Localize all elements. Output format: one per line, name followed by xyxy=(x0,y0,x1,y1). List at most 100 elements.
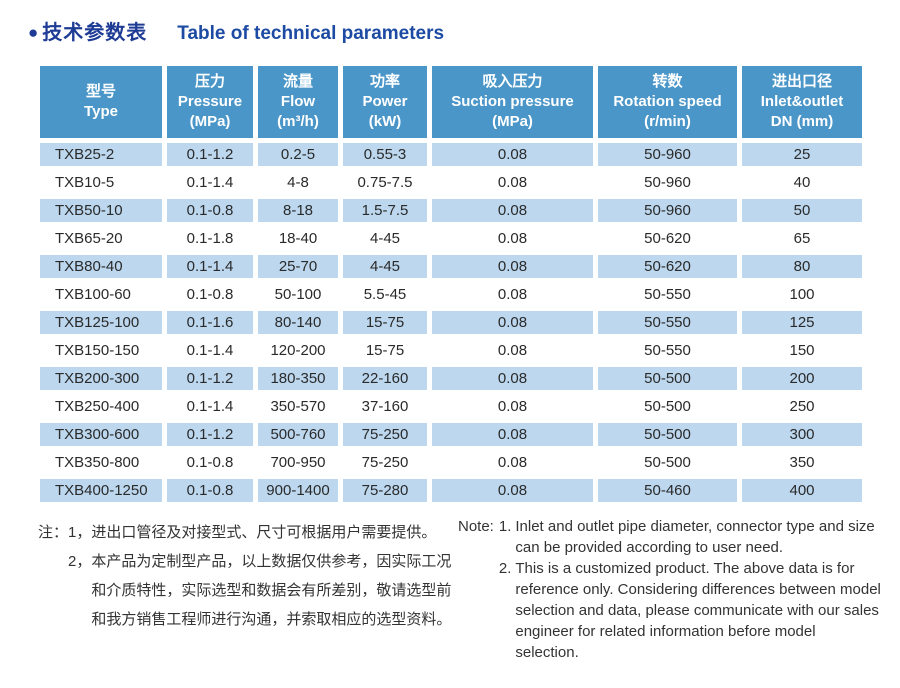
value-cell: 100 xyxy=(789,286,815,303)
model-cell: TXB65-20 xyxy=(55,230,123,247)
value-cell: 50-550 xyxy=(644,286,691,303)
note-en: Note: 1. Inlet and outlet pipe diameter,… xyxy=(458,516,883,663)
value-cell: 0.75-7.5 xyxy=(357,174,413,191)
value-cell: 0.1-0.8 xyxy=(186,454,234,471)
value-cell: 50 xyxy=(742,199,862,222)
value-cell: 0.1-1.6 xyxy=(167,311,253,334)
value-cell: 50-100 xyxy=(274,286,322,303)
value-cell: 0.1-1.4 xyxy=(167,255,253,278)
value-cell: 22-160 xyxy=(343,367,427,390)
value-cell: 0.1-1.8 xyxy=(186,230,234,247)
value-cell: 50-500 xyxy=(644,398,691,415)
value-cell: 350-570 xyxy=(270,398,326,415)
value-cell: 0.08 xyxy=(497,342,528,359)
value-cell: 500-760 xyxy=(258,423,338,446)
value-cell: 50-620 xyxy=(644,230,691,247)
note-en-items: 1. Inlet and outlet pipe diameter, conne… xyxy=(499,516,883,663)
value-cell: 0.1-1.4 xyxy=(186,174,234,191)
value-cell: 50-620 xyxy=(598,255,737,278)
value-cell: 0.08 xyxy=(432,479,593,502)
value-cell: 80 xyxy=(742,255,862,278)
value-cell: 65 xyxy=(793,230,811,247)
value-cell: 0.1-1.2 xyxy=(167,367,253,390)
value-cell: 50-550 xyxy=(598,311,737,334)
value-cell: 50-500 xyxy=(598,367,737,390)
note-cn-label: 注： xyxy=(38,524,69,541)
value-cell: 40 xyxy=(793,174,811,191)
value-cell: 50-500 xyxy=(644,454,691,471)
note-cn-item-1: 1， 进出口管径及对接型式、尺寸可根据用户需要提供。 xyxy=(68,518,453,547)
page-title: ● 技术参数表 Table of technical parameters xyxy=(28,16,444,45)
column-header: 压力 Pressure (MPa) xyxy=(167,66,253,138)
value-cell: 15-75 xyxy=(343,311,427,334)
value-cell: 0.1-0.8 xyxy=(167,199,253,222)
value-cell: 0.08 xyxy=(432,423,593,446)
value-cell: 25 xyxy=(742,143,862,166)
value-cell: 4-45 xyxy=(369,230,401,247)
model-cell: TXB25-2 xyxy=(40,143,162,166)
value-cell: 125 xyxy=(742,311,862,334)
model-cell: TXB100-60 xyxy=(55,286,131,303)
value-cell: 50-960 xyxy=(644,174,691,191)
value-cell: 0.1-1.2 xyxy=(167,423,253,446)
page-title-cn: ● 技术参数表 xyxy=(28,16,147,45)
value-cell: 0.08 xyxy=(432,199,593,222)
value-cell: 0.08 xyxy=(497,286,528,303)
value-cell: 0.55-3 xyxy=(343,143,427,166)
value-cell: 1.5-7.5 xyxy=(343,199,427,222)
parameters-table: 型号 Type 压力 Pressure (MPa) 流量 Flow (m³/h) 功率 Power… xyxy=(40,66,862,502)
value-cell: 0.08 xyxy=(432,311,593,334)
note-cn-num-1: 1， xyxy=(68,524,92,541)
note-en-label: Note: xyxy=(458,518,494,535)
model-cell: TXB150-150 xyxy=(55,342,140,359)
value-cell: 350 xyxy=(789,454,815,471)
model-cell: TXB300-600 xyxy=(40,423,162,446)
note-cn-items: 1， 进出口管径及对接型式、尺寸可根据用户需要提供。 2， 本产品为定制型产品，… xyxy=(68,518,453,634)
value-cell: 15-75 xyxy=(365,342,405,359)
model-cell: TXB80-40 xyxy=(40,255,162,278)
value-cell: 0.1-0.8 xyxy=(167,479,253,502)
value-cell: 0.1-1.4 xyxy=(186,342,234,359)
value-cell: 50-460 xyxy=(598,479,737,502)
value-cell: 50-960 xyxy=(598,143,737,166)
model-cell: TXB10-5 xyxy=(55,174,115,191)
bullet-icon: ● xyxy=(28,23,40,42)
note-cn-num-2: 2， xyxy=(68,553,92,570)
value-cell: 200 xyxy=(742,367,862,390)
note-cn-text-2: 本产品为定制型产品，以上数据仅供参考，因实际工况和介质特性，实际选型和数据会有所… xyxy=(91,553,452,628)
value-cell: 120-200 xyxy=(270,342,326,359)
value-cell: 0.1-1.2 xyxy=(167,143,253,166)
value-cell: 0.08 xyxy=(497,230,528,247)
note-cn: 注： 1， 进出口管径及对接型式、尺寸可根据用户需要提供。 2， 本产品为定制型… xyxy=(38,518,453,634)
model-cell: TXB250-400 xyxy=(55,398,140,415)
value-cell: 37-160 xyxy=(361,398,409,415)
value-cell: 8-18 xyxy=(258,199,338,222)
page-title-cn-text: 技术参数表 xyxy=(42,22,148,44)
value-cell: 5.5-45 xyxy=(363,286,407,303)
value-cell: 180-350 xyxy=(258,367,338,390)
value-cell: 75-280 xyxy=(343,479,427,502)
model-cell: TXB200-300 xyxy=(40,367,162,390)
note-en-text-2: This is a customized product. The above … xyxy=(515,560,881,661)
value-cell: 0.08 xyxy=(497,454,528,471)
value-cell: 50-550 xyxy=(644,342,691,359)
value-cell: 700-950 xyxy=(270,454,326,471)
value-cell: 0.08 xyxy=(432,367,593,390)
value-cell: 75-250 xyxy=(343,423,427,446)
value-cell: 75-250 xyxy=(361,454,409,471)
value-cell: 25-70 xyxy=(258,255,338,278)
value-cell: 0.1-0.8 xyxy=(186,286,234,303)
note-en-item-2: 2. This is a customized product. The abo… xyxy=(499,558,883,663)
note-en-item-1: 1. Inlet and outlet pipe diameter, conne… xyxy=(499,516,883,558)
value-cell: 400 xyxy=(742,479,862,502)
value-cell: 0.08 xyxy=(432,143,593,166)
column-header: 吸入压力 Suction pressure (MPa) xyxy=(432,66,593,138)
model-cell: TXB350-800 xyxy=(55,454,140,471)
value-cell: 4-8 xyxy=(287,174,309,191)
value-cell: 18-40 xyxy=(278,230,318,247)
column-header: 功率 Power (kW) xyxy=(343,66,427,138)
column-header: 进出口径 Inlet&outlet DN (mm) xyxy=(742,66,862,138)
value-cell: 900-1400 xyxy=(258,479,338,502)
note-cn-text-1: 进出口管径及对接型式、尺寸可根据用户需要提供。 xyxy=(91,524,437,541)
